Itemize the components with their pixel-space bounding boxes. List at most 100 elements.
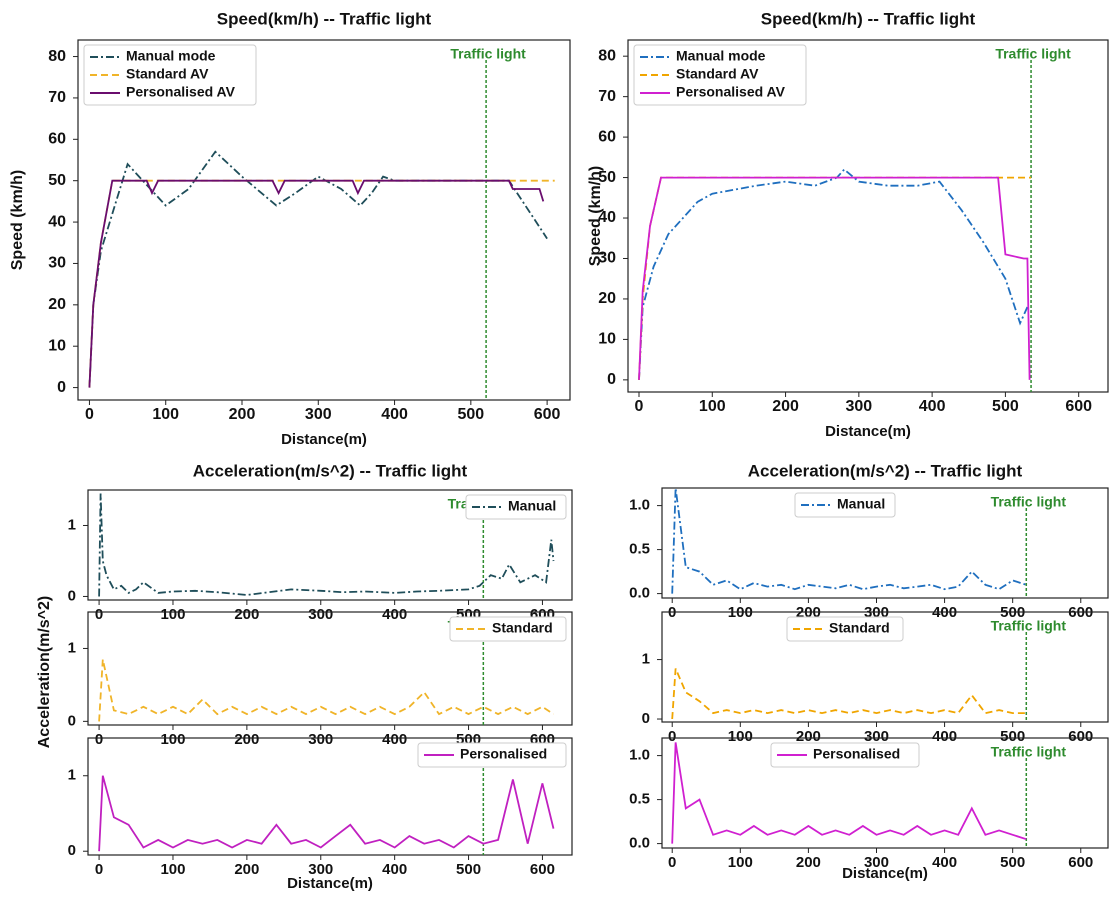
x-tick-label: 600 [1068,854,1093,871]
x-tick-label: 200 [234,861,259,878]
legend-label: Personalised [813,746,900,762]
y-tick-label: 70 [48,89,66,106]
y-tick-label: 0.5 [629,541,650,558]
x-tick-label: 0 [95,731,103,748]
y-tick-label: 60 [48,131,66,148]
x-tick-label: 100 [728,854,753,871]
plot-frame [77,39,571,401]
x-tick-label: 400 [382,731,407,748]
series-line [98,493,555,597]
chart-title: Speed(km/h) -- Traffic light [217,9,432,28]
x-tick-label: 500 [992,398,1019,415]
chart-title: Acceleration(m/s^2) -- Traffic light [748,461,1023,480]
x-axis-label: Distance(m) [287,875,373,892]
series-line [98,775,555,852]
x-tick-label: 200 [772,398,799,415]
x-tick-label: 200 [229,406,256,423]
legend-label: Manual mode [126,48,216,64]
y-tick-label: 0 [57,379,66,396]
series-line [638,176,1031,380]
x-tick-label: 200 [796,854,821,871]
y-tick-label: 0.0 [629,585,650,602]
chart-title: Acceleration(m/s^2) -- Traffic light [193,461,468,480]
x-tick-label: 400 [381,406,408,423]
y-tick-label: 50 [48,172,66,189]
x-tick-label: 500 [456,861,481,878]
series-line [98,659,554,722]
y-tick-label: 10 [598,331,616,348]
y-axis-label: Speed (km/h) [9,170,26,270]
series-line [671,487,1027,594]
x-tick-label: 600 [534,406,561,423]
x-tick-label: 200 [796,728,821,745]
x-tick-label: 200 [234,731,259,748]
y-tick-label: 1 [68,639,76,656]
x-tick-label: 300 [305,406,332,423]
legend-label: Standard [492,620,553,636]
series-line [88,179,555,388]
x-tick-label: 100 [160,861,185,878]
x-tick-label: 100 [152,406,179,423]
legend-box [794,492,896,518]
series-line [638,168,1029,380]
y-tick-label: 20 [598,290,616,307]
y-tick-label: 60 [598,128,616,145]
x-tick-label: 400 [932,728,957,745]
legend-label: Standard AV [126,66,209,82]
plot-frame [87,489,573,601]
x-tick-label: 0 [668,728,676,745]
y-tick-label: 1.0 [629,747,650,764]
x-tick-label: 0 [85,406,94,423]
x-axis-label: Distance(m) [825,423,911,440]
y-tick-label: 0 [642,710,650,727]
y-tick-label: 40 [48,213,66,230]
x-tick-label: 600 [1068,728,1093,745]
y-tick-label: 30 [48,255,66,272]
x-tick-label: 400 [382,861,407,878]
legend-box [449,616,567,642]
traffic-light-label: Traffic light [991,618,1067,634]
x-tick-label: 0 [95,606,103,623]
plot-frame [87,737,573,856]
y-tick-label: 20 [48,296,66,313]
x-tick-label: 0 [635,398,644,415]
x-tick-label: 300 [864,854,889,871]
y-tick-label: 10 [48,337,66,354]
x-axis-label: Distance(m) [842,865,928,882]
legend-label: Personalised [460,746,547,762]
legend-box [633,44,807,106]
y-tick-label: 0 [68,587,76,604]
legend-box [770,742,920,768]
legend-box [786,616,904,642]
x-tick-label: 300 [864,728,889,745]
x-tick-label: 600 [1065,398,1092,415]
x-tick-label: 500 [1000,728,1025,745]
plot-frame [661,611,1109,723]
y-axis-label: Speed (km/h) [587,166,604,266]
legend-label: Personalised AV [126,84,236,100]
y-tick-label: 0 [68,842,76,859]
y-tick-label: 30 [598,250,616,267]
plot-frame [87,611,573,726]
y-tick-label: 0 [68,712,76,729]
y-tick-label: 0.5 [629,791,650,808]
series-line [88,150,548,388]
legend-label: Standard AV [676,66,759,82]
x-tick-label: 100 [699,398,726,415]
legend-box [83,44,257,106]
x-tick-label: 100 [160,606,185,623]
legend-label: Manual [837,496,885,512]
series-line [671,742,1027,844]
x-tick-label: 600 [530,861,555,878]
x-tick-label: 0 [95,861,103,878]
x-tick-label: 400 [382,606,407,623]
legend-label: Personalised AV [676,84,786,100]
plot-frame [661,737,1109,849]
x-tick-label: 100 [160,731,185,748]
series-line [88,179,545,388]
traffic-light-label: Traffic light [995,46,1071,62]
plot-frame [627,39,1109,393]
x-tick-label: 400 [932,854,957,871]
